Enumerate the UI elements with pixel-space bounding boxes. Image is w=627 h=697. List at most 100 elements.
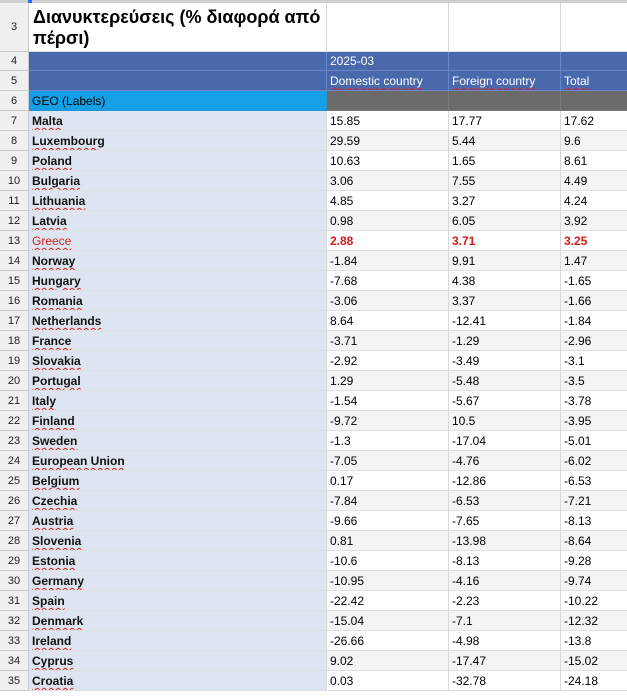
foreign-value-cell[interactable]: -8.13 — [449, 551, 561, 571]
header-cell[interactable] — [449, 91, 561, 111]
domestic-value-cell[interactable]: -1.3 — [327, 431, 449, 451]
sheet-title[interactable]: Διανυκτερεύσεις (% διαφορά από πέρσι) — [29, 3, 327, 52]
foreign-value-cell[interactable]: -17.04 — [449, 431, 561, 451]
domestic-value-cell[interactable]: 4.85 — [327, 191, 449, 211]
domestic-value-cell[interactable]: 10.63 — [327, 151, 449, 171]
row-header[interactable]: 4 — [0, 52, 29, 71]
column-header-total[interactable]: Total — [561, 71, 627, 91]
geo-cell[interactable]: Romania — [29, 291, 327, 311]
domestic-value-cell[interactable]: -7.68 — [327, 271, 449, 291]
foreign-value-cell[interactable]: -4.98 — [449, 631, 561, 651]
total-value-cell[interactable]: -13.8 — [561, 631, 627, 651]
total-value-cell[interactable]: -5.01 — [561, 431, 627, 451]
total-value-cell[interactable]: 3.25 — [561, 231, 627, 251]
row-header[interactable]: 20 — [0, 371, 29, 391]
domestic-value-cell[interactable]: -26.66 — [327, 631, 449, 651]
domestic-value-cell[interactable]: 8.64 — [327, 311, 449, 331]
domestic-value-cell[interactable]: 0.98 — [327, 211, 449, 231]
domestic-value-cell[interactable]: -9.72 — [327, 411, 449, 431]
row-header[interactable]: 34 — [0, 651, 29, 671]
row-header[interactable]: 11 — [0, 191, 29, 211]
geo-cell[interactable]: Denmark — [29, 611, 327, 631]
row-header[interactable]: 30 — [0, 571, 29, 591]
total-value-cell[interactable]: 4.49 — [561, 171, 627, 191]
foreign-value-cell[interactable]: 9.91 — [449, 251, 561, 271]
row-header[interactable]: 7 — [0, 111, 29, 131]
header-cell[interactable] — [29, 71, 327, 91]
domestic-value-cell[interactable]: -2.92 — [327, 351, 449, 371]
column-header-foreign[interactable]: Foreign country — [449, 71, 561, 91]
foreign-value-cell[interactable]: 3.37 — [449, 291, 561, 311]
domestic-value-cell[interactable]: -1.84 — [327, 251, 449, 271]
total-value-cell[interactable]: 8.61 — [561, 151, 627, 171]
domestic-value-cell[interactable]: 1.29 — [327, 371, 449, 391]
geo-cell[interactable]: Netherlands — [29, 311, 327, 331]
row-header[interactable]: 6 — [0, 91, 29, 111]
geo-cell[interactable]: Luxembourg — [29, 131, 327, 151]
row-header[interactable]: 19 — [0, 351, 29, 371]
row-header[interactable]: 9 — [0, 151, 29, 171]
foreign-value-cell[interactable]: 6.05 — [449, 211, 561, 231]
row-header[interactable]: 24 — [0, 451, 29, 471]
row-header[interactable]: 22 — [0, 411, 29, 431]
total-value-cell[interactable]: -24.18 — [561, 671, 627, 691]
foreign-value-cell[interactable]: 5.44 — [449, 131, 561, 151]
total-value-cell[interactable]: -1.66 — [561, 291, 627, 311]
foreign-value-cell[interactable]: -13.98 — [449, 531, 561, 551]
total-value-cell[interactable]: 9.6 — [561, 131, 627, 151]
row-header[interactable]: 10 — [0, 171, 29, 191]
row-header[interactable]: 18 — [0, 331, 29, 351]
foreign-value-cell[interactable]: 4.38 — [449, 271, 561, 291]
domestic-value-cell[interactable]: 0.81 — [327, 531, 449, 551]
geo-cell[interactable]: France — [29, 331, 327, 351]
domestic-value-cell[interactable]: 3.06 — [327, 171, 449, 191]
total-value-cell[interactable]: -8.64 — [561, 531, 627, 551]
foreign-value-cell[interactable]: 1.65 — [449, 151, 561, 171]
geo-cell[interactable]: Ireland — [29, 631, 327, 651]
geo-cell[interactable]: Germany — [29, 571, 327, 591]
column-header-domestic[interactable]: Domestic country — [327, 71, 449, 91]
total-value-cell[interactable]: -1.65 — [561, 271, 627, 291]
total-value-cell[interactable]: -10.22 — [561, 591, 627, 611]
foreign-value-cell[interactable]: -5.67 — [449, 391, 561, 411]
foreign-value-cell[interactable]: -4.76 — [449, 451, 561, 471]
domestic-value-cell[interactable]: -3.06 — [327, 291, 449, 311]
foreign-value-cell[interactable]: 10.5 — [449, 411, 561, 431]
empty-cell[interactable] — [449, 3, 561, 52]
domestic-value-cell[interactable]: -9.66 — [327, 511, 449, 531]
row-header[interactable]: 5 — [0, 71, 29, 91]
total-value-cell[interactable]: -3.78 — [561, 391, 627, 411]
foreign-value-cell[interactable]: -17.47 — [449, 651, 561, 671]
header-cell[interactable] — [327, 91, 449, 111]
total-value-cell[interactable]: -6.53 — [561, 471, 627, 491]
row-header[interactable]: 33 — [0, 631, 29, 651]
geo-cell[interactable]: European Union — [29, 451, 327, 471]
header-cell[interactable] — [561, 52, 627, 71]
row-header[interactable]: 15 — [0, 271, 29, 291]
foreign-value-cell[interactable]: 7.55 — [449, 171, 561, 191]
geo-cell[interactable]: Greece — [29, 231, 327, 251]
foreign-value-cell[interactable]: 3.71 — [449, 231, 561, 251]
total-value-cell[interactable]: -3.1 — [561, 351, 627, 371]
geo-cell[interactable]: Croatia — [29, 671, 327, 691]
geo-cell[interactable]: Spain — [29, 591, 327, 611]
row-header[interactable]: 31 — [0, 591, 29, 611]
foreign-value-cell[interactable]: -5.48 — [449, 371, 561, 391]
foreign-value-cell[interactable]: -4.16 — [449, 571, 561, 591]
row-header[interactable]: 17 — [0, 311, 29, 331]
row-header[interactable]: 21 — [0, 391, 29, 411]
total-value-cell[interactable]: -15.02 — [561, 651, 627, 671]
total-value-cell[interactable]: -9.28 — [561, 551, 627, 571]
row-header[interactable]: 32 — [0, 611, 29, 631]
domestic-value-cell[interactable]: 0.03 — [327, 671, 449, 691]
header-cell[interactable] — [561, 91, 627, 111]
total-value-cell[interactable]: -6.02 — [561, 451, 627, 471]
domestic-value-cell[interactable]: -3.71 — [327, 331, 449, 351]
row-header[interactable]: 14 — [0, 251, 29, 271]
geo-cell[interactable]: Estonia — [29, 551, 327, 571]
empty-cell[interactable] — [327, 3, 449, 52]
geo-cell[interactable]: Norway — [29, 251, 327, 271]
geo-cell[interactable]: Finland — [29, 411, 327, 431]
total-value-cell[interactable]: -9.74 — [561, 571, 627, 591]
geo-cell[interactable]: Slovenia — [29, 531, 327, 551]
